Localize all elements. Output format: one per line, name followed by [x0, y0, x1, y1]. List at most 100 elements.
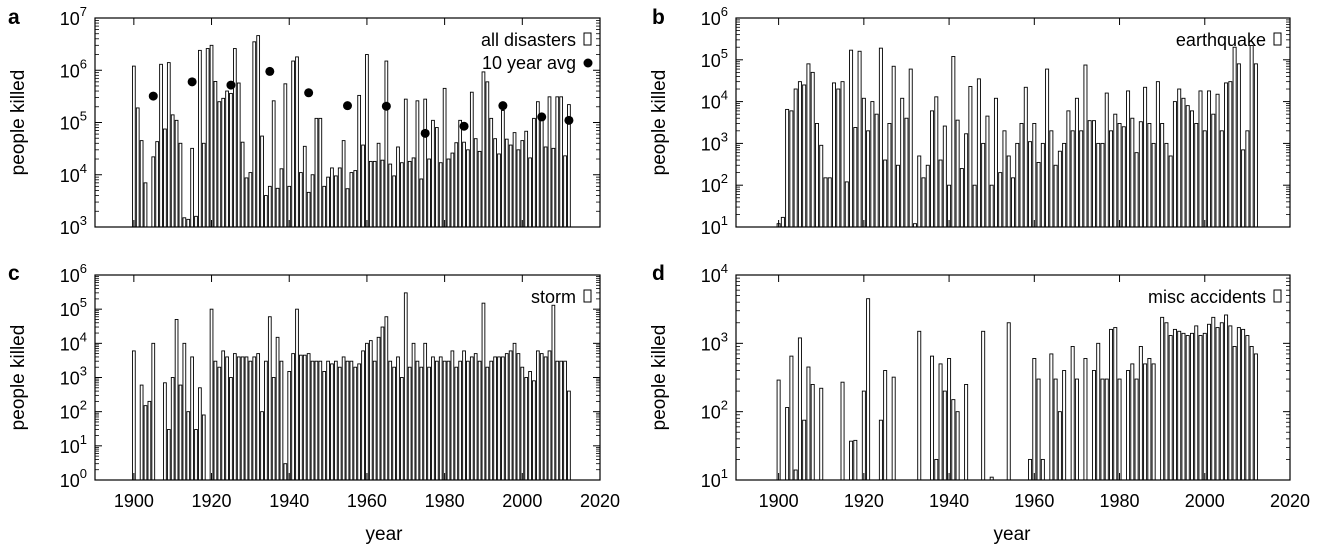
bar-1948	[981, 142, 986, 228]
bar-1960	[365, 54, 369, 228]
legend-label: misc accidents	[1148, 287, 1266, 307]
bar-1910	[819, 144, 824, 228]
bar-1941	[291, 60, 295, 228]
bar-1985	[462, 141, 466, 228]
bar-1998	[512, 342, 517, 481]
bar-1988	[473, 353, 478, 481]
bar-1960	[1032, 358, 1037, 481]
bar-1905	[797, 81, 802, 228]
bar-1986	[1143, 86, 1148, 228]
legend: misc accidents	[1148, 287, 1282, 307]
bar-1996	[1185, 105, 1190, 228]
x-tick-label: 2000	[502, 491, 542, 511]
bar-1936	[930, 110, 935, 228]
bar-2004	[1219, 322, 1224, 481]
bar-1995	[1181, 332, 1186, 481]
bar-1919	[205, 48, 210, 228]
bar-1995	[501, 356, 505, 481]
bar-1991	[1164, 142, 1169, 228]
bar-1966	[388, 360, 393, 481]
bar-1956	[1015, 142, 1020, 228]
bar-2008	[551, 147, 556, 228]
bar-1930	[248, 172, 253, 228]
x-axis-label-right: year	[994, 524, 1032, 545]
bar-1944	[302, 145, 307, 228]
bar-1922	[870, 101, 875, 228]
bar-1915	[840, 381, 845, 481]
bar-1948	[318, 360, 323, 481]
bar-1924	[225, 356, 229, 481]
bar-1927	[891, 65, 896, 228]
bar-1908	[163, 382, 167, 481]
bar-1935	[267, 316, 272, 481]
bar-1940	[287, 371, 292, 481]
bar-1968	[396, 146, 400, 228]
bar-1905	[151, 156, 156, 228]
bar-1977	[431, 356, 435, 481]
bar-2006	[543, 146, 548, 228]
panel-c: 100 101 102 103 104 105 106 1900 1920 1940 1960 198…	[8, 261, 620, 511]
bar-1969	[1070, 130, 1075, 228]
bar-1974	[419, 178, 424, 228]
bar-2005	[539, 353, 544, 481]
bar-1941	[291, 353, 295, 481]
bar-1927	[236, 356, 241, 481]
bar-1980	[442, 360, 447, 481]
bar-1952	[334, 175, 338, 228]
bar-1965	[1053, 164, 1058, 228]
bar-1951	[330, 167, 334, 228]
bar-1996	[504, 138, 509, 228]
bar-1967	[1062, 370, 1067, 481]
bar-1951	[993, 97, 998, 228]
bar-1918	[853, 439, 858, 481]
bar-1938	[279, 168, 284, 228]
y-tick-label: 104	[60, 329, 87, 354]
y-axis-label: people killed	[8, 325, 29, 431]
bar-1995	[501, 110, 505, 228]
bar-1960	[1032, 123, 1037, 228]
bar-2000	[1202, 130, 1207, 228]
bar-1949	[985, 115, 990, 228]
bar-2002	[1211, 316, 1216, 481]
bar-1927	[236, 82, 241, 228]
bar-1987	[469, 91, 474, 228]
bar-1907	[806, 63, 811, 228]
bar-1960	[365, 342, 369, 481]
avg-point-1955	[343, 101, 352, 111]
bar-1977	[1104, 92, 1109, 228]
bar-1959	[361, 350, 365, 481]
bar-1968	[396, 356, 400, 481]
bar-1969	[1070, 346, 1075, 481]
legend: storm	[531, 287, 592, 307]
bar-1944	[302, 354, 307, 481]
bar-2003	[532, 380, 536, 481]
y-tick-label: 101	[60, 432, 87, 457]
bar-2012	[1253, 353, 1258, 481]
bar-1933	[917, 330, 922, 481]
bar-1902	[139, 140, 144, 228]
bar-1948	[981, 330, 986, 481]
bar-1985	[1138, 121, 1143, 228]
bar-1917	[198, 387, 202, 481]
bar-1949	[322, 371, 327, 481]
bar-1945	[968, 86, 973, 228]
bar-1992	[1168, 335, 1173, 481]
y-tick-label: 102	[701, 171, 728, 196]
bar-1965	[384, 60, 389, 228]
bar-1905	[797, 337, 802, 481]
bar-1977	[431, 119, 435, 228]
bar-1923	[221, 350, 226, 481]
bar-1942	[295, 56, 299, 228]
bar-1991	[485, 366, 490, 481]
bar-1930	[904, 117, 909, 228]
legend-label: 10 year avg	[482, 53, 576, 73]
x-tick-label: 2020	[580, 491, 620, 511]
avg-point-1945	[304, 88, 314, 98]
panel-letter: b	[652, 6, 665, 29]
bar-1965	[384, 316, 389, 481]
legend-bar-icon	[1273, 289, 1282, 303]
bar-1908	[810, 71, 815, 228]
y-axis-label: people killed	[649, 325, 670, 431]
bar-2012	[1253, 63, 1258, 228]
bar-1950	[989, 184, 994, 228]
